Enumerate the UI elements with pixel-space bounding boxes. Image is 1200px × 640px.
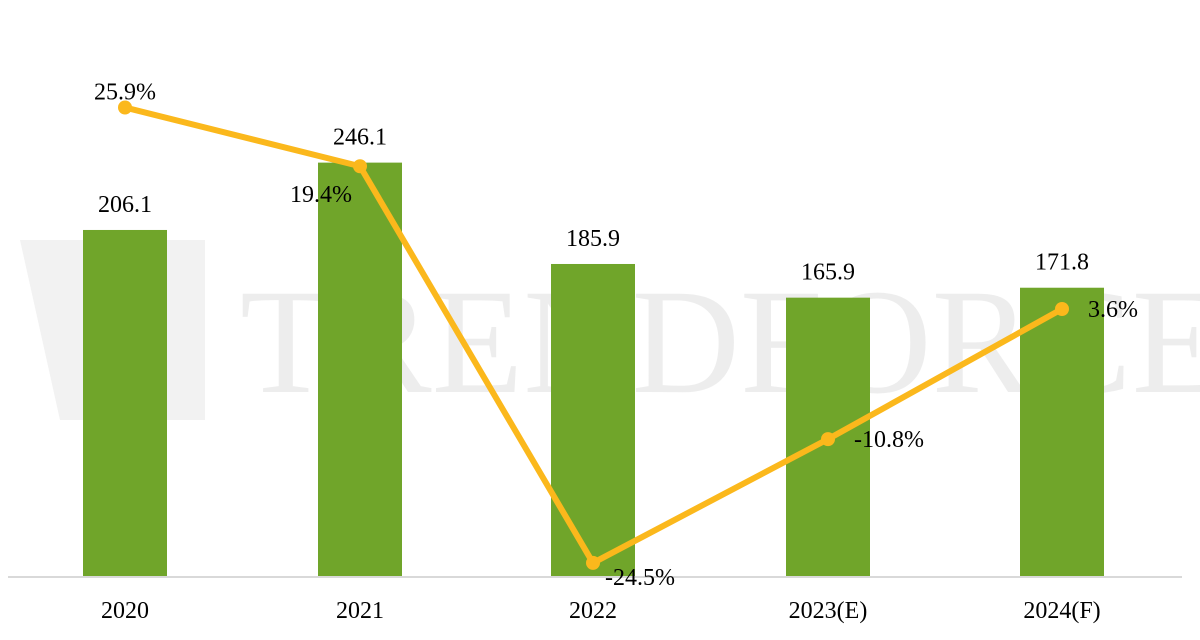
growth-value-label: 19.4% (290, 182, 352, 208)
growth-value-label: -10.8% (854, 427, 924, 453)
bar-2024(F) (1020, 287, 1104, 577)
bar-value-label: 246.1 (333, 125, 387, 151)
growth-value-label: 3.6% (1088, 297, 1138, 323)
bar-value-label: 165.9 (801, 260, 855, 286)
bar-value-label: 206.1 (98, 192, 152, 218)
data-labels: 206.1 246.1 185.9 165.9 171.8 25.9% 19.4% -24.5… (94, 80, 1138, 591)
growth-point-2021 (353, 159, 367, 174)
growth-line-series (118, 100, 1069, 570)
bar-value-label: 185.9 (566, 226, 620, 252)
bar-2022 (551, 263, 635, 577)
bar-value-label: 171.8 (1035, 250, 1089, 276)
bar-series (83, 162, 1104, 578)
x-tick-label: 2022 (569, 598, 617, 624)
x-tick-label: 2020 (101, 598, 149, 624)
bar-2020 (83, 229, 167, 578)
x-tick-label: 2023(E) (789, 598, 868, 624)
growth-point-2020 (118, 100, 132, 115)
growth-point-2023(E) (821, 432, 835, 447)
bar-2021 (318, 162, 402, 577)
growth-point-2024(F) (1055, 302, 1069, 317)
growth-point-2022 (586, 555, 600, 570)
growth-value-label: 25.9% (94, 80, 156, 106)
x-axis: 2020 2021 2022 2023(E) 2024(F) (8, 576, 1182, 624)
x-tick-label: 2024(F) (1023, 598, 1100, 624)
growth-value-label: -24.5% (605, 565, 675, 591)
x-tick-label: 2021 (336, 598, 384, 624)
